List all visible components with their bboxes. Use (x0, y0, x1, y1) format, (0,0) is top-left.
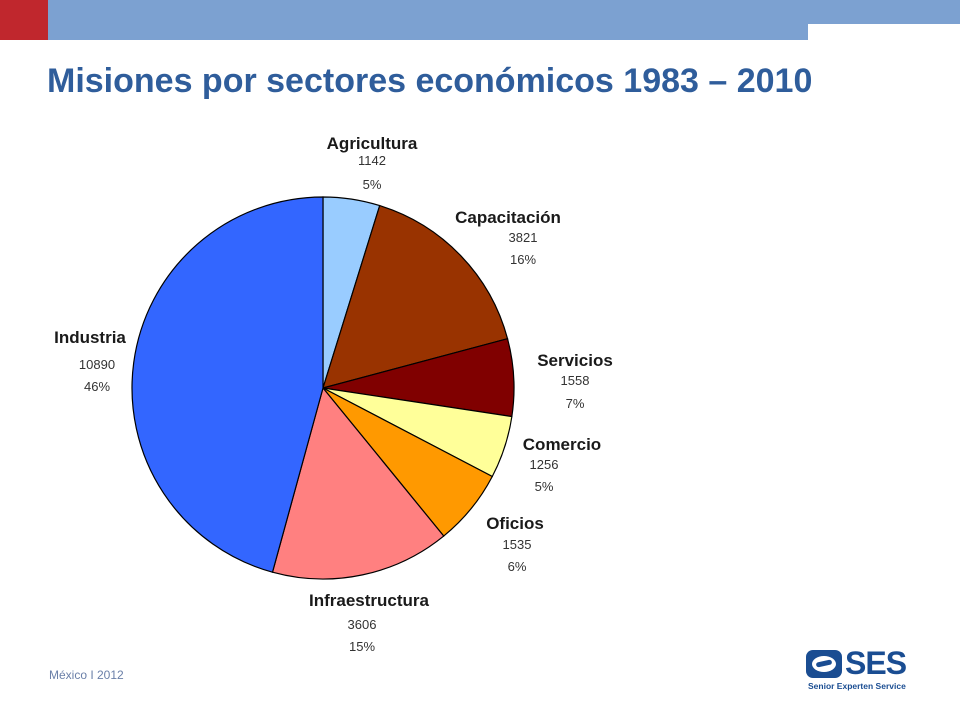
slice-label-value: 1142 (358, 153, 386, 168)
header-accent-blue (48, 0, 960, 24)
header-accent-blue-lower (48, 24, 808, 40)
slice-label-percent: 5% (535, 479, 554, 494)
ses-logo-icon (806, 650, 842, 678)
slice-label-value: 3606 (348, 617, 377, 632)
slice-label-value: 1256 (530, 457, 559, 472)
slice-label-percent: 15% (349, 639, 375, 654)
slice-label-name: Servicios (537, 351, 613, 370)
slice-label-name: Capacitación (455, 208, 561, 227)
slice-label-value: 3821 (509, 230, 538, 245)
slice-label-name: Comercio (523, 435, 601, 454)
slice-label-percent: 46% (84, 379, 110, 394)
slice-label-percent: 6% (508, 559, 527, 574)
logo-tagline: Senior Experten Service (808, 681, 906, 691)
slice-label-name: Infraestructura (309, 591, 430, 610)
slice-label-name: Oficios (486, 514, 544, 533)
slice-label-value: 1558 (561, 373, 590, 388)
slice-label-percent: 5% (363, 177, 382, 192)
pie-slice-industria (131, 196, 324, 573)
footer-text: México I 2012 (49, 668, 124, 682)
slice-label-name: Industria (54, 328, 126, 347)
slice-label-value: 10890 (79, 357, 115, 372)
ses-logo: SES Senior Experten Service (806, 646, 916, 698)
logo-name: SES (845, 645, 907, 681)
pie-slice-infraestructura (271, 386, 445, 580)
slide-title: Misiones por sectores económicos 1983 – … (47, 62, 813, 100)
header-accent-red (0, 0, 48, 40)
slice-label-value: 1535 (503, 537, 532, 552)
slice-label-name: Agricultura (327, 134, 418, 153)
slice-label-percent: 7% (566, 396, 585, 411)
pie-slice-capacitación (322, 204, 509, 389)
slice-label-percent: 16% (510, 252, 536, 267)
